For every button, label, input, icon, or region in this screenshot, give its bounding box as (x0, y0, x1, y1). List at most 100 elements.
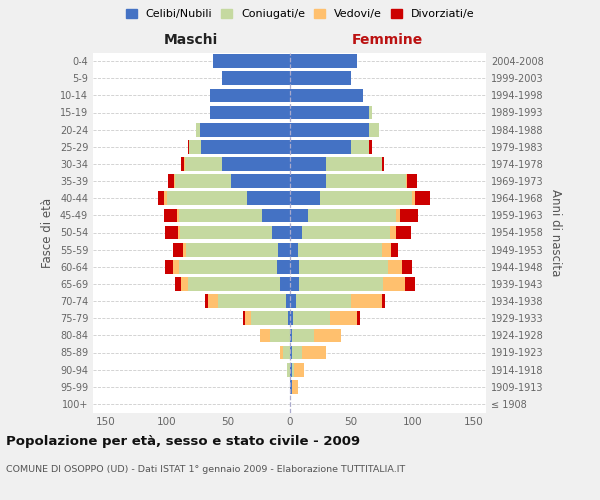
Bar (278, 243, 290, 256)
Bar (208, 294, 218, 308)
Bar (290, 294, 296, 308)
Bar (292, 346, 302, 360)
Y-axis label: Anni di nascita: Anni di nascita (549, 189, 562, 276)
Bar (184, 157, 185, 171)
Bar (290, 277, 299, 291)
Bar (166, 226, 178, 239)
Bar (391, 243, 398, 256)
Bar (288, 312, 290, 325)
Bar (188, 140, 189, 153)
Bar (209, 106, 290, 120)
Bar (230, 174, 290, 188)
Bar (299, 260, 388, 274)
Bar (290, 157, 326, 171)
Bar (390, 226, 397, 239)
Bar (166, 260, 173, 274)
Bar (196, 123, 200, 136)
Bar (388, 260, 403, 274)
Bar (164, 192, 167, 205)
Bar (314, 328, 341, 342)
Bar (286, 294, 290, 308)
Bar (262, 208, 290, 222)
Bar (222, 72, 290, 85)
Bar (180, 226, 272, 239)
Bar (182, 243, 187, 256)
Bar (299, 277, 383, 291)
Bar (382, 243, 391, 256)
Bar (280, 277, 290, 291)
Bar (290, 106, 370, 120)
Bar (290, 312, 293, 325)
Bar (302, 346, 326, 360)
Bar (290, 346, 292, 360)
Bar (383, 277, 405, 291)
Bar (290, 363, 292, 376)
Bar (412, 192, 415, 205)
Bar (181, 277, 188, 291)
Bar (326, 157, 382, 171)
Bar (406, 174, 407, 188)
Y-axis label: Fasce di età: Fasce di età (41, 198, 54, 268)
Bar (260, 328, 270, 342)
Bar (290, 140, 351, 153)
Bar (357, 312, 359, 325)
Bar (290, 123, 370, 136)
Bar (290, 380, 292, 394)
Bar (382, 294, 385, 308)
Bar (370, 140, 372, 153)
Bar (245, 312, 251, 325)
Bar (351, 140, 370, 153)
Bar (330, 312, 357, 325)
Bar (397, 208, 400, 222)
Bar (290, 72, 351, 85)
Bar (247, 192, 290, 205)
Bar (403, 260, 412, 274)
Bar (251, 312, 288, 325)
Bar (287, 363, 290, 376)
Bar (326, 174, 406, 188)
Bar (201, 140, 290, 153)
Bar (293, 312, 330, 325)
Bar (382, 157, 384, 171)
Bar (222, 157, 290, 171)
Bar (290, 208, 308, 222)
Bar (290, 88, 363, 102)
Bar (209, 88, 290, 102)
Bar (270, 328, 290, 342)
Bar (179, 208, 262, 222)
Bar (320, 192, 412, 205)
Bar (308, 208, 397, 222)
Bar (272, 226, 290, 239)
Bar (188, 277, 280, 291)
Bar (189, 140, 201, 153)
Bar (298, 243, 382, 256)
Bar (397, 226, 411, 239)
Bar (214, 54, 290, 68)
Bar (283, 346, 290, 360)
Bar (200, 123, 290, 136)
Bar (407, 174, 417, 188)
Bar (290, 260, 299, 274)
Bar (295, 363, 304, 376)
Bar (290, 54, 357, 68)
Bar (185, 157, 222, 171)
Bar (158, 192, 164, 205)
Bar (296, 294, 351, 308)
Bar (290, 192, 320, 205)
Bar (370, 123, 379, 136)
Bar (405, 277, 415, 291)
Bar (280, 346, 283, 360)
Bar (292, 363, 295, 376)
Text: Maschi: Maschi (164, 34, 218, 48)
Bar (290, 174, 326, 188)
Bar (173, 260, 179, 274)
Bar (164, 208, 176, 222)
Bar (179, 260, 277, 274)
Bar (302, 226, 390, 239)
Bar (176, 208, 179, 222)
Bar (415, 192, 430, 205)
Text: Popolazione per età, sesso e stato civile - 2009: Popolazione per età, sesso e stato civil… (6, 435, 360, 448)
Bar (370, 106, 372, 120)
Bar (174, 174, 175, 188)
Bar (205, 294, 208, 308)
